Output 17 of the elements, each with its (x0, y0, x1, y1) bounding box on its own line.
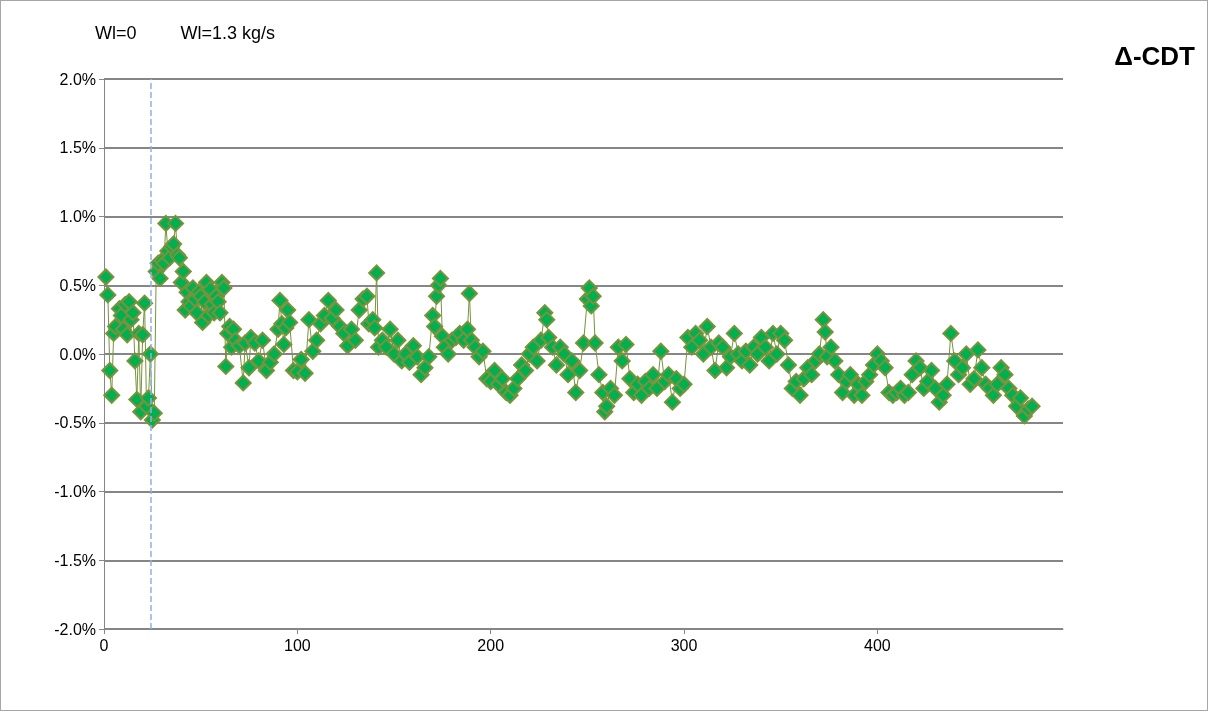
text: Wl=1.3 kg/s (180, 23, 275, 43)
text: Δ-CDT (1114, 41, 1196, 71)
y-tick-label: -1.5% (54, 551, 96, 569)
y-tick-label: -0.5% (54, 414, 96, 432)
y-tick-label: -2.0% (54, 620, 96, 638)
y-tick-label: 0.5% (59, 276, 96, 294)
y-tick-label: 2.0% (59, 70, 96, 88)
x-tick-label: 400 (864, 636, 891, 654)
x-tick-label: 100 (284, 636, 311, 654)
y-tick-label: 1.5% (59, 139, 96, 157)
x-tick-label: 300 (670, 636, 698, 654)
x-tick-label: 200 (477, 636, 505, 654)
y-tick-label: -1.0% (54, 483, 96, 500)
x-tick-label: 0 (99, 636, 109, 654)
y-tick-label: 1.0% (59, 208, 96, 225)
y-tick-label: 0.0% (59, 345, 96, 363)
text: Wl=0 (94, 23, 137, 43)
